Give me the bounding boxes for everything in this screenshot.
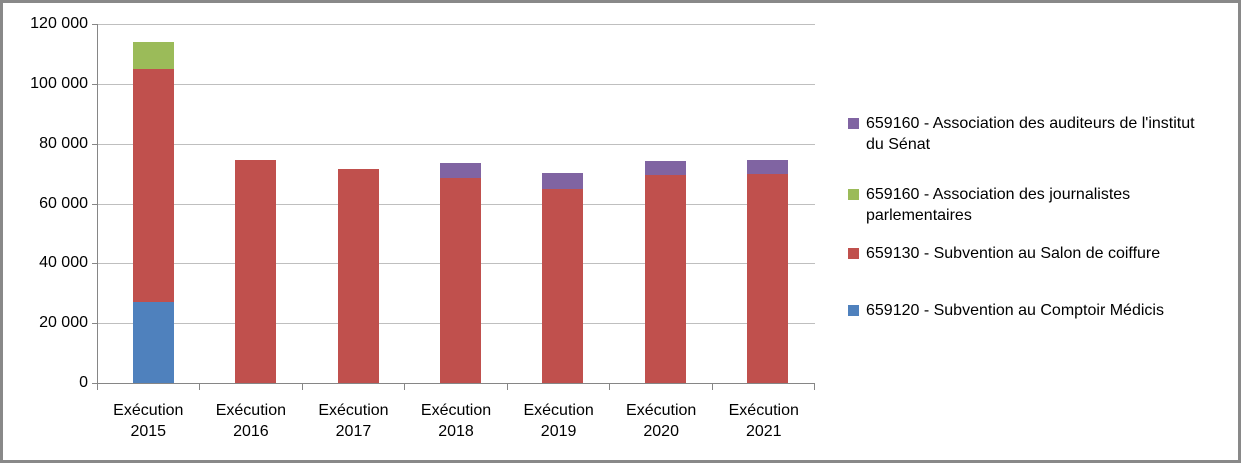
x-axis-category-label: Exécution 2019: [507, 400, 610, 442]
legend-item: 659160 - Association des auditeurs de l'…: [848, 113, 1211, 155]
bar-segment-2019-659160p: [542, 173, 583, 189]
x-axis-tick-mark: [97, 384, 98, 390]
x-axis-category-label-line2: 2015: [130, 423, 167, 440]
legend-item: 659120 - Subvention au Comptoir Médicis: [848, 300, 1164, 321]
x-axis-tick-mark: [404, 384, 405, 390]
bar-segment-2021-659160p: [747, 160, 788, 174]
x-axis-labels: Exécution 2015 Exécution 2016 Exécution 2017 E…: [97, 400, 815, 442]
bar-segment-2017-659130: [338, 169, 379, 383]
y-axis-tick-label: 0: [79, 374, 88, 391]
legend-color-swatch: [848, 118, 859, 129]
legend-color-swatch: [848, 248, 859, 259]
legend-color-swatch: [848, 189, 859, 200]
x-axis-tick-mark: [712, 384, 713, 390]
bar-segment-2018-659130: [440, 178, 481, 383]
y-axis-tick-label: 20 000: [39, 314, 88, 331]
y-axis-tick-mark: [92, 323, 98, 324]
x-axis-tick-mark: [199, 384, 200, 390]
legend-item: 659130 - Subvention au Salon de coiffure: [848, 243, 1160, 264]
bar-segment-2015-659130: [133, 69, 174, 302]
legend-label: 659160 - Association des journalistes pa…: [866, 186, 1131, 224]
x-axis-category-label-line2: 2021: [745, 423, 782, 440]
x-axis-category-label-line2: 2020: [643, 423, 679, 440]
y-axis-tick-label: 100 000: [30, 75, 88, 92]
bar-segment-2015-659160g: [133, 42, 174, 69]
y-axis-tick-mark: [92, 24, 98, 25]
bar-segment-2018-659160p: [440, 163, 481, 178]
y-axis-tick-label: 80 000: [39, 135, 88, 152]
y-axis-tick-mark: [92, 204, 98, 205]
gridline: [98, 24, 815, 25]
x-axis-tick-mark: [302, 384, 303, 390]
x-axis-category-label-line2: 2018: [438, 423, 474, 440]
x-axis-category-label: Exécution 2016: [200, 400, 303, 442]
x-axis-category-label-line2: 2016: [233, 423, 269, 440]
y-axis-tick-mark: [92, 84, 98, 85]
x-axis-category-label-line1: Exécution: [420, 402, 492, 419]
y-axis-tick-label: 60 000: [39, 195, 88, 212]
x-axis-category-label: Exécution 2015: [97, 400, 200, 442]
bar-segment-2020-659160p: [645, 161, 686, 175]
bar-segment-2015-659120: [133, 302, 174, 383]
x-axis-category-label: Exécution 2020: [610, 400, 713, 442]
x-axis-category-label: Exécution 2017: [302, 400, 405, 442]
y-axis-tick-label: 120 000: [30, 15, 88, 32]
x-axis-category-label-line1: Exécution: [113, 402, 184, 419]
x-axis-tick-mark: [609, 384, 610, 390]
bar-segment-2021-659130: [747, 174, 788, 383]
chart-legend: 659160 - Association des auditeurs de l'…: [848, 3, 1228, 460]
x-axis-category-label-line1: Exécution: [318, 402, 389, 419]
legend-color-swatch: [848, 305, 859, 316]
x-axis-category-label-line2: 2019: [540, 423, 577, 440]
bar-segment-2019-659130: [542, 189, 583, 383]
x-axis-category-label: Exécution 2021: [712, 400, 815, 442]
x-axis-tick-mark: [507, 384, 508, 390]
y-axis-tick-mark: [92, 383, 98, 384]
x-axis-category-label-line1: Exécution: [523, 402, 594, 419]
legend-item: 659160 - Association des journalistes pa…: [848, 184, 1211, 226]
x-axis-category-label-line1: Exécution: [728, 402, 799, 419]
bar-segment-2020-659130: [645, 175, 686, 383]
legend-label: 659120 - Subvention au Comptoir Médicis: [866, 302, 1164, 319]
y-axis-tick-label: 40 000: [39, 254, 88, 271]
legend-label: 659160 - Association des auditeurs de l'…: [866, 115, 1195, 153]
x-axis-category-label: Exécution 2018: [405, 400, 508, 442]
x-axis-category-label-line1: Exécution: [626, 402, 697, 419]
plot-area: [97, 24, 815, 384]
legend-label: 659130 - Subvention au Salon de coiffure: [866, 245, 1161, 262]
x-axis-tick-mark: [814, 384, 815, 390]
y-axis-tick-mark: [92, 263, 98, 264]
x-axis-category-label-line1: Exécution: [215, 402, 286, 419]
bar-segment-2016-659130: [235, 160, 276, 383]
gridline: [98, 84, 815, 85]
x-axis-category-label-line2: 2017: [335, 423, 372, 440]
y-axis-tick-mark: [92, 144, 98, 145]
gridline: [98, 144, 815, 145]
